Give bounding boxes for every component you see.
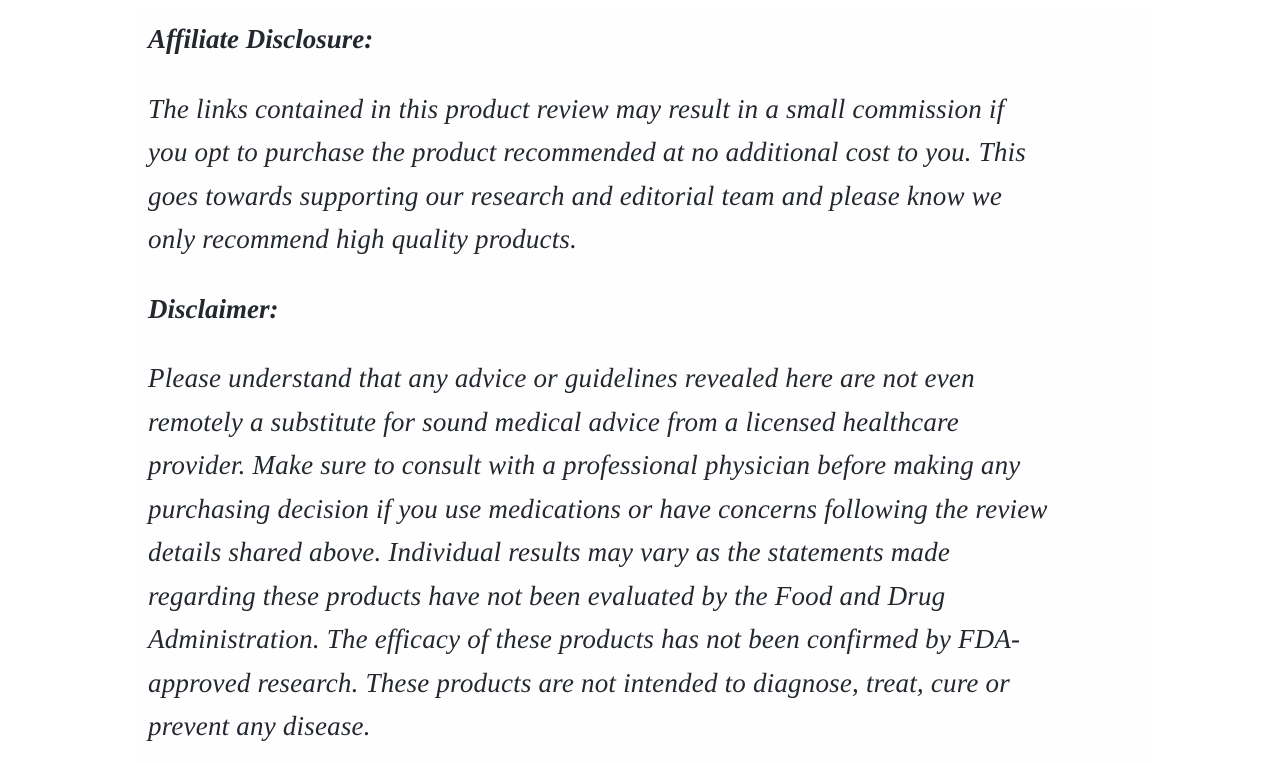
article-text-block: Affiliate Disclosure: The links containe… <box>148 0 1178 749</box>
affiliate-disclosure-paragraph: The links contained in this product revi… <box>148 93 1026 255</box>
disclaimer-paragraph: Please understand that any advice or gui… <box>148 363 1048 741</box>
disclaimer-heading: Disclaimer: <box>148 293 279 324</box>
affiliate-disclosure-heading: Affiliate Disclosure: <box>148 24 374 54</box>
content-card <box>137 13 1153 763</box>
